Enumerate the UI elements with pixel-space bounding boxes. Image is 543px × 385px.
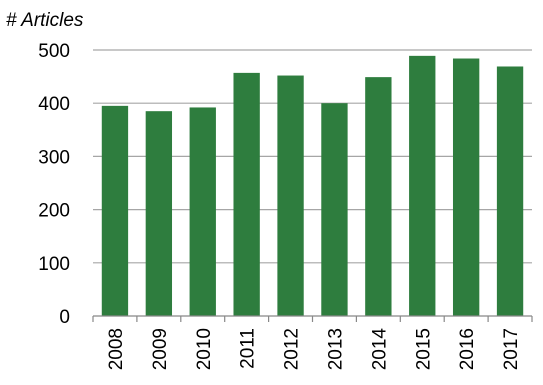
y-tick-label: 500	[38, 41, 70, 62]
bar-2012	[277, 75, 304, 316]
x-tick-label: 2011	[238, 328, 259, 369]
y-axis-ticks: 0 100 200 300 400 500	[38, 41, 70, 328]
y-tick-label: 100	[38, 254, 70, 275]
x-tick-label: 2010	[194, 328, 215, 370]
x-tick-label: 2013	[325, 328, 346, 370]
y-tick-label: 300	[38, 147, 70, 168]
x-tick-label: 2016	[457, 328, 478, 370]
x-tick-label: 2012	[282, 328, 303, 370]
bars	[101, 55, 524, 317]
x-tick-label: 2015	[413, 328, 434, 370]
y-tick-label: 200	[38, 201, 70, 222]
y-tick-label: 400	[38, 94, 70, 115]
x-axis	[92, 315, 533, 322]
y-tick-label: 0	[59, 307, 70, 328]
bar-2008	[101, 105, 129, 316]
bar-2013	[321, 103, 348, 316]
x-tick-label: 2008	[106, 328, 127, 370]
bar-2014	[365, 77, 392, 316]
bar-2011	[233, 72, 260, 316]
x-tick-label: 2009	[150, 328, 171, 370]
y-axis-title: # Articles	[6, 10, 84, 31]
bar-2016	[452, 58, 480, 317]
bar-2009	[145, 111, 173, 317]
bar-2017	[496, 66, 524, 316]
x-axis-ticks: 2008 2009 2010 2011 2012 2013 2014 2015 2016 2017	[106, 328, 522, 371]
bar-2015	[409, 55, 436, 317]
x-tick-label: 2017	[501, 328, 522, 370]
bar-2010	[189, 107, 216, 317]
x-tick-label: 2014	[369, 328, 390, 371]
